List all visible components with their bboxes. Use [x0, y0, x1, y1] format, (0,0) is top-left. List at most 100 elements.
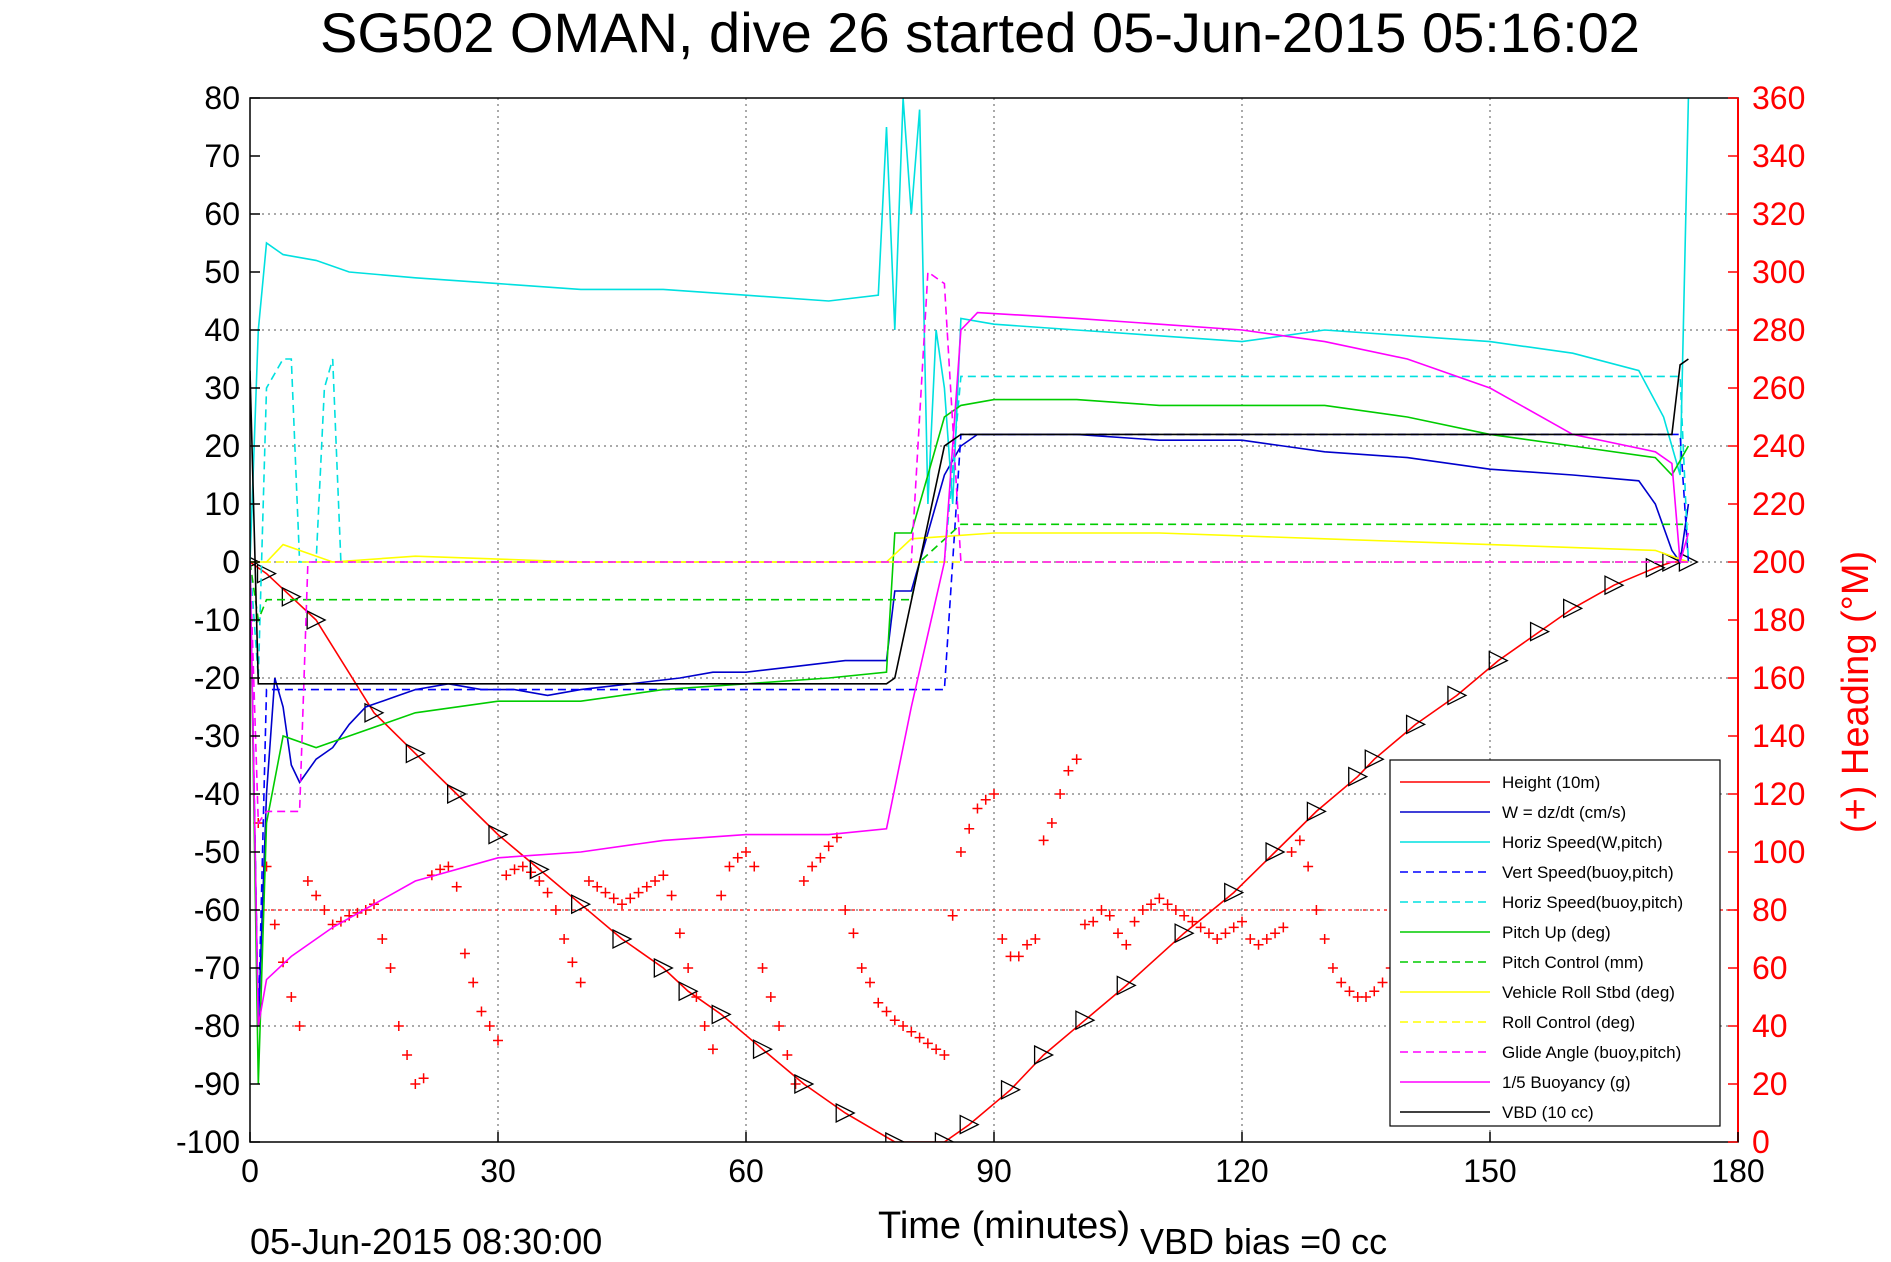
heading-point [823, 841, 834, 852]
heading-point [1030, 934, 1041, 944]
heading-point [1369, 986, 1380, 997]
series-5 [250, 398, 1690, 1085]
heading-point [997, 934, 1008, 944]
height-point-marker [1488, 650, 1509, 671]
legend-entry: Roll Control (deg) [1502, 1013, 1635, 1032]
y2-tick-label: 80 [1752, 892, 1788, 928]
y-tick-label: -10 [194, 602, 240, 638]
heading-point [1113, 928, 1123, 939]
heading-point [774, 1021, 785, 1031]
series-1 [250, 433, 1690, 1027]
heading-point [1013, 951, 1024, 962]
y-tick-label: -40 [194, 776, 240, 812]
series-line [250, 523, 1689, 624]
y2-tick-label: 100 [1752, 834, 1805, 870]
heading-point [1377, 977, 1388, 988]
heading-point [393, 1021, 404, 1031]
heading-point [377, 934, 388, 944]
heading-point [1104, 910, 1115, 921]
heading-point [575, 977, 586, 988]
y-tick-label: -70 [194, 950, 240, 986]
heading-point [757, 963, 768, 973]
heading-point [1327, 963, 1338, 973]
heading-point [583, 876, 594, 886]
heading-point [269, 919, 280, 930]
heading-point [608, 893, 619, 904]
heading-point [1344, 986, 1355, 997]
y-tick-label: 50 [204, 254, 240, 290]
heading-point [1294, 835, 1305, 846]
heading-point [311, 890, 322, 901]
height-point-marker [529, 859, 550, 880]
heading-point [1237, 916, 1247, 927]
heading-point [641, 881, 652, 892]
heading-point [1220, 928, 1231, 939]
y-tick-label: 60 [204, 196, 240, 232]
x-tick-label: 180 [1711, 1153, 1764, 1189]
height-point-marker [1604, 575, 1625, 596]
heading-point [1063, 765, 1074, 776]
heading-point [881, 1006, 892, 1017]
heading-point [1022, 939, 1033, 950]
heading-point [1187, 916, 1198, 927]
heading-point [856, 963, 867, 973]
y2-tick-label: 140 [1752, 718, 1805, 754]
heading-point [1361, 992, 1371, 1002]
x-axis-label: Time (minutes) [878, 1205, 1130, 1247]
heading-point [889, 1015, 900, 1026]
y-tick-label: -100 [176, 1124, 240, 1160]
height-point-marker [1265, 841, 1286, 863]
heading-point [1055, 789, 1066, 799]
heading-point [1096, 905, 1107, 915]
heading-point [972, 803, 983, 814]
legend-box [1389, 759, 1721, 1127]
heading-point [509, 864, 520, 875]
y2-tick-label: 240 [1752, 428, 1805, 464]
y-tick-label: 80 [204, 80, 240, 116]
y2-tick-label: 260 [1752, 370, 1805, 406]
heading-point [1286, 847, 1297, 857]
legend-entry: Vert Speed(buoy,pitch) [1502, 863, 1674, 882]
heading-point [1179, 910, 1190, 921]
heading-point [955, 847, 966, 857]
heading-markers [253, 754, 1413, 1089]
heading-point [625, 893, 636, 904]
height-point-marker [678, 981, 699, 1002]
height-point-marker [1174, 923, 1195, 944]
height-point-marker [835, 1102, 856, 1124]
heading-point [1278, 922, 1289, 933]
x-tick-label: 90 [976, 1153, 1012, 1189]
y2-tick-label: 220 [1752, 486, 1805, 522]
heading-point [674, 928, 685, 939]
height-point-marker [1116, 975, 1137, 996]
heading-point [418, 1073, 429, 1084]
series-9 [250, 270, 1689, 826]
y-tick-label: 70 [204, 138, 240, 174]
heading-point [1303, 861, 1314, 872]
series-line [250, 561, 1689, 1142]
y2-tick-label: 180 [1752, 602, 1805, 638]
height-point-marker [934, 1131, 955, 1142]
series-0 [250, 551, 1699, 1142]
heading-point [790, 1079, 801, 1089]
heading-point [922, 1038, 933, 1049]
series-line [250, 532, 1689, 563]
heading-point [1046, 818, 1057, 828]
heading-point [848, 928, 859, 939]
y-tick-label: -90 [194, 1066, 240, 1102]
heading-point [600, 887, 611, 898]
heading-point [294, 1021, 305, 1031]
series-line [250, 98, 1690, 563]
heading-point [542, 887, 553, 898]
heading-point [765, 992, 776, 1002]
heading-point [1245, 934, 1256, 944]
heading-point [1129, 916, 1140, 927]
y-tick-label: -80 [194, 1008, 240, 1044]
heading-point [402, 1050, 413, 1060]
y2-tick-label: 120 [1752, 776, 1805, 812]
heading-point [699, 1021, 710, 1031]
legend: Height (10m) W = dz/dt (cm/s) Horiz Speed(… [1389, 759, 1721, 1127]
heading-point [658, 870, 669, 881]
height-point-marker [959, 1114, 980, 1135]
x-tick-label: 150 [1463, 1153, 1516, 1189]
